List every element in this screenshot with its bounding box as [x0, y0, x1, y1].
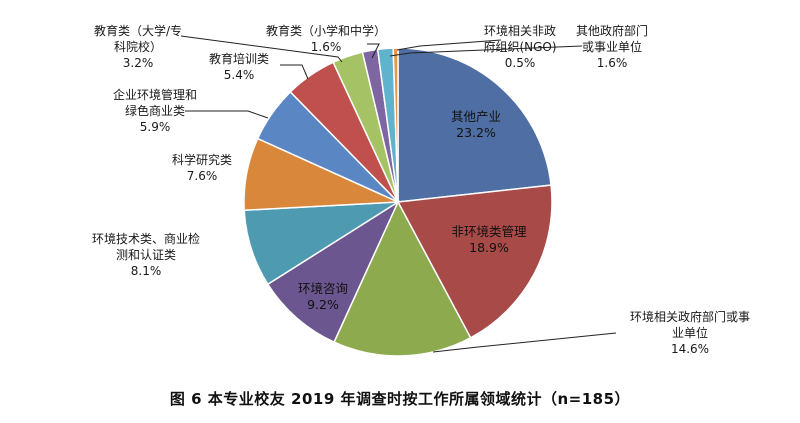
slice-label-text: 测和认证类	[116, 248, 176, 262]
slice-label: 科学研究类 7.6%	[172, 152, 232, 183]
leader-line	[280, 64, 309, 80]
pie-slice	[397, 47, 552, 203]
slice-label: 环境相关政府部门或事业单位 14.6%	[630, 309, 750, 356]
leader-line	[180, 35, 343, 63]
slice-label-text: 教育类（大学/专	[94, 23, 182, 38]
slice-label-text: 教育培训类	[209, 51, 269, 66]
slice-label-text: 非环境类管理	[451, 224, 527, 239]
pie-slice	[392, 47, 399, 203]
slice-label-text: 环境咨询	[298, 281, 348, 296]
slice-label-text: 教育类（小学和中学）	[266, 23, 386, 38]
slice-label: 非环境类管理 18.9%	[451, 224, 527, 255]
slice-label: 其他产业 23.2%	[451, 109, 501, 140]
slice-label: 教育类（小学和中学） 1.6%	[266, 23, 386, 54]
leader-line	[432, 332, 617, 353]
slice-value-label: 8.1%	[131, 264, 162, 278]
slice-label: 环境咨询 9.2%	[298, 281, 348, 312]
slice-value-label: 1.6%	[311, 40, 342, 54]
slice-value-label: 3.2%	[123, 56, 154, 70]
slice-label-text: 业单位	[672, 325, 708, 340]
slice-label-text: 环境相关非政	[484, 23, 556, 38]
slice-label-text: 科学研究类	[172, 152, 232, 167]
pie-slice	[333, 200, 472, 357]
slice-label-text: 环境相关政府部门或事	[630, 309, 750, 324]
slice-value-label: 14.6%	[671, 342, 709, 356]
slice-label: 企业环境管理和绿色商业类 5.9%	[113, 87, 197, 134]
leader-lines	[180, 35, 617, 353]
slice-value-label: 5.9%	[140, 120, 171, 134]
chart-title: 图 6 本专业校友 2019 年调查时按工作所属领域统计（n=185）	[169, 390, 631, 408]
leader-line	[396, 39, 502, 51]
leader-line	[185, 110, 269, 119]
slice-value-label: 7.6%	[187, 169, 218, 183]
slice-value-label: 18.9%	[469, 240, 509, 255]
slice-label: 其他政府部门或事业单位 1.6%	[576, 23, 648, 70]
pie-slices	[243, 47, 553, 357]
slice-label-text: 或事业单位	[582, 39, 642, 54]
leader-line	[389, 45, 583, 57]
slice-label: 教育培训类 5.4%	[209, 51, 269, 82]
slice-label-text: 府组织(NGO)	[483, 39, 556, 54]
slice-label-text: 绿色商业类	[125, 103, 185, 118]
slice-value-label: 1.6%	[597, 56, 628, 70]
slice-label: 环境相关非政府组织(NGO) 0.5%	[483, 23, 556, 70]
slice-labels: 其他产业 23.2%非环境类管理 18.9%环境相关政府部门或事业单位 14.6%环境…	[92, 23, 750, 356]
slice-label-text: 企业环境管理和	[113, 87, 197, 102]
slice-label: 教育类（大学/专科院校） 3.2%	[94, 23, 182, 70]
slice-label-text: 环境技术类、商业检	[92, 231, 200, 246]
leader-line	[367, 43, 380, 59]
slice-value-label: 9.2%	[307, 297, 339, 312]
slice-value-label: 0.5%	[505, 56, 536, 70]
slice-label: 环境技术类、商业检测和认证类 8.1%	[92, 231, 200, 278]
pie-slice	[266, 200, 400, 344]
slice-label-text: 科院校）	[114, 39, 162, 54]
slice-label-text: 其他产业	[451, 109, 501, 124]
slice-label-text: 其他政府部门	[576, 23, 648, 38]
slice-value-label: 5.4%	[224, 68, 255, 82]
slice-value-label: 23.2%	[456, 125, 496, 140]
pie-slice	[396, 184, 553, 339]
